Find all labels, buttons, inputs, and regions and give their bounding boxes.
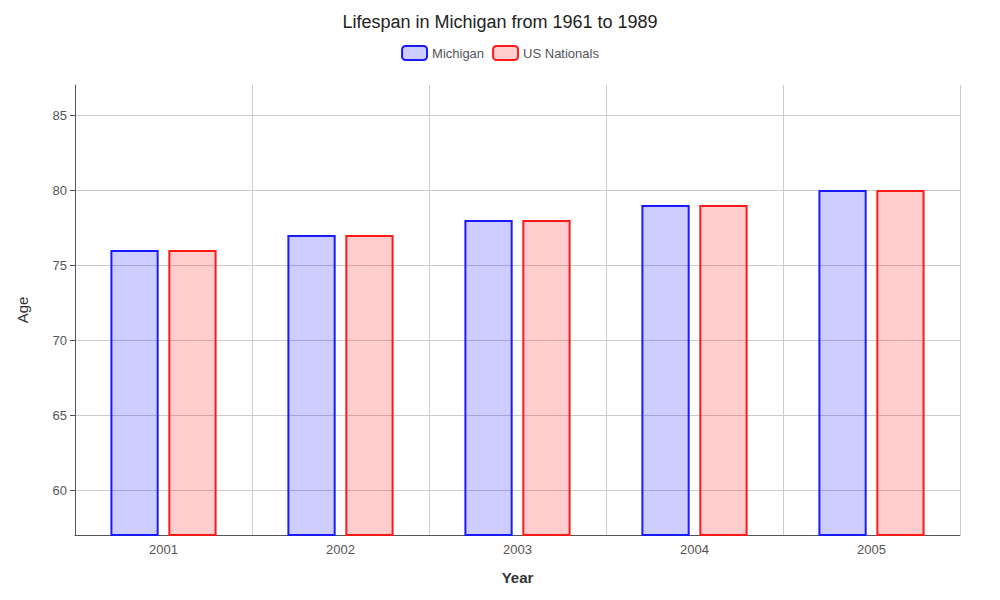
svg-text:60: 60	[53, 483, 67, 498]
svg-text:2002: 2002	[326, 542, 355, 557]
svg-text:75: 75	[53, 258, 67, 273]
svg-text:80: 80	[53, 183, 67, 198]
svg-text:85: 85	[53, 108, 67, 123]
svg-text:US Nationals: US Nationals	[523, 46, 599, 61]
svg-text:2003: 2003	[503, 542, 532, 557]
svg-text:2004: 2004	[680, 542, 709, 557]
svg-text:Age: Age	[14, 297, 31, 324]
svg-text:2001: 2001	[149, 542, 178, 557]
svg-text:65: 65	[53, 408, 67, 423]
svg-text:2005: 2005	[857, 542, 886, 557]
svg-text:Michigan: Michigan	[432, 46, 484, 61]
svg-text:Year: Year	[502, 569, 534, 586]
svg-text:70: 70	[53, 333, 67, 348]
svg-text:Lifespan in Michigan from 1961: Lifespan in Michigan from 1961 to 1989	[342, 12, 657, 32]
